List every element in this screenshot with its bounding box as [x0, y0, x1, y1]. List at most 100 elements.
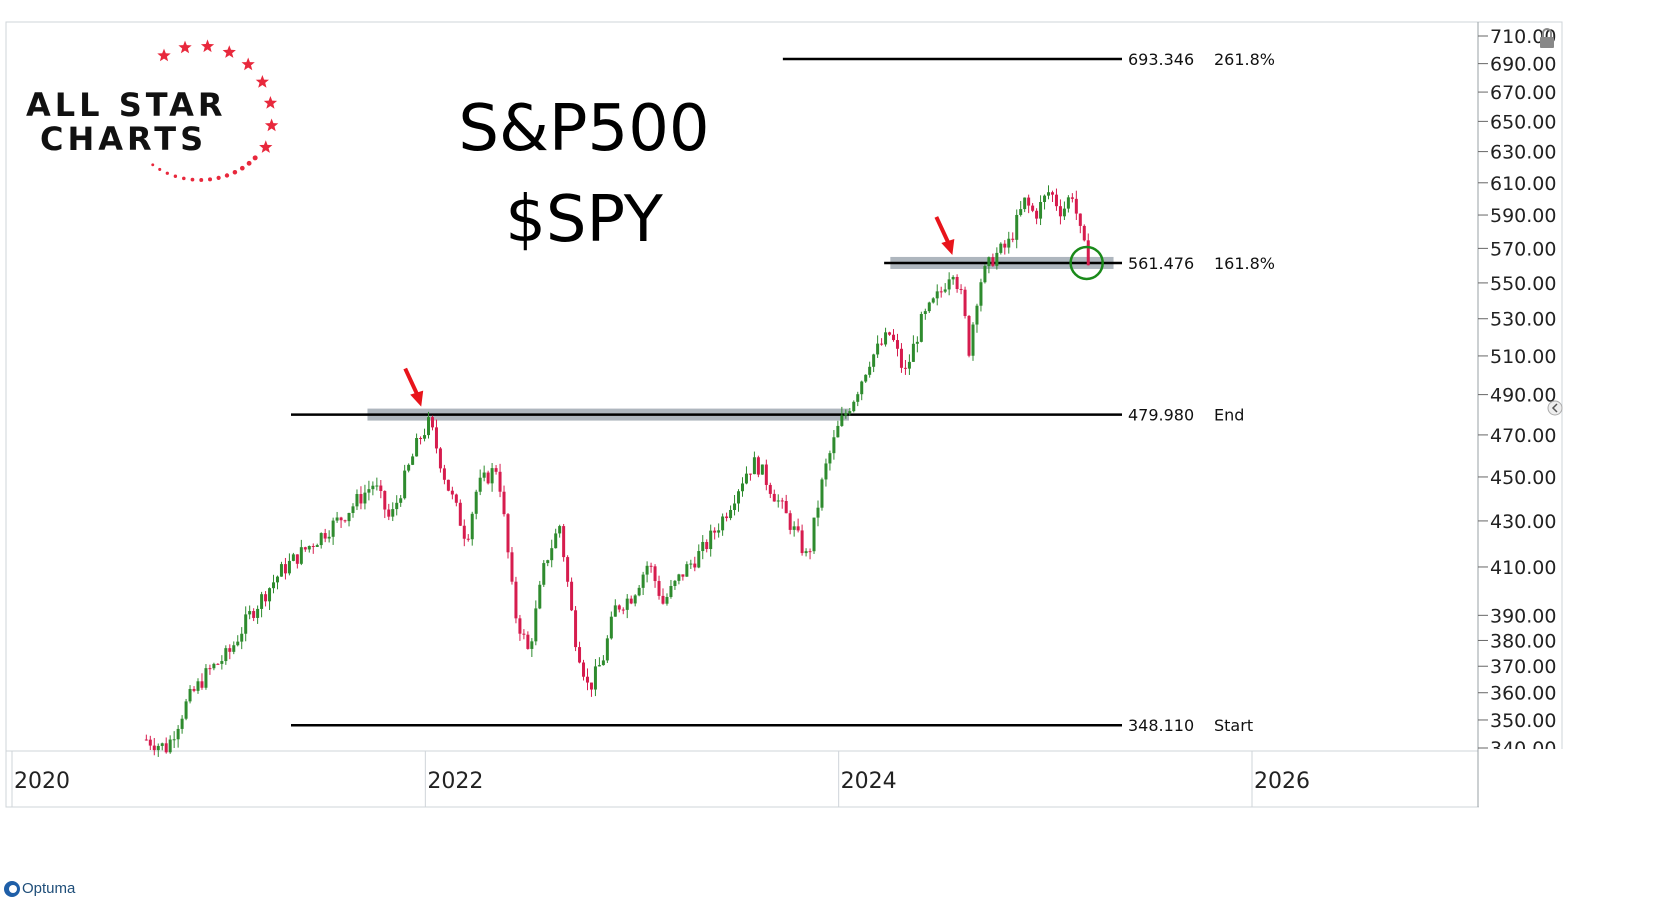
- candle-body: [617, 605, 621, 610]
- candle-body: [748, 473, 752, 475]
- logo-star-icon: [200, 39, 215, 53]
- candle-body: [856, 394, 860, 402]
- candle-body: [752, 457, 756, 475]
- red-arrow-head-icon: [410, 390, 424, 407]
- annotations: [403, 216, 1104, 407]
- candle-body: [152, 745, 156, 751]
- logo-star-icon: [259, 140, 273, 153]
- candle-body: [717, 530, 721, 533]
- candle-body: [1086, 240, 1090, 266]
- candle-body: [323, 533, 327, 539]
- candle-body: [605, 638, 609, 661]
- candle-body: [979, 282, 983, 306]
- candle-body: [291, 554, 295, 561]
- logo-dot-icon: [151, 163, 155, 167]
- candle-body: [796, 526, 800, 531]
- fib-level-value: 561.476: [1128, 254, 1194, 273]
- fib-level-tag: End: [1214, 406, 1244, 425]
- y-tick-label: 350.00: [1490, 710, 1556, 732]
- logo-stars-icon: [151, 39, 279, 182]
- candle-body: [494, 468, 498, 472]
- scroll-left-icon[interactable]: [1547, 400, 1563, 416]
- logo-dot-icon: [199, 178, 204, 182]
- candle-body: [403, 470, 407, 499]
- candle-body: [228, 648, 232, 652]
- candle-body: [840, 415, 844, 426]
- candle-body: [959, 289, 963, 291]
- candle-body: [872, 354, 876, 367]
- candle-body: [733, 503, 737, 510]
- candle-body: [701, 541, 705, 552]
- candle-body: [609, 616, 613, 639]
- candle-body: [645, 565, 649, 575]
- lock-icon[interactable]: [1540, 28, 1554, 48]
- x-axis[interactable]: 2020 2022 2024 2026: [11, 751, 1310, 807]
- candle-body: [542, 563, 546, 585]
- candle-body: [411, 456, 415, 465]
- candle-body: [562, 526, 566, 558]
- candle-body: [955, 276, 959, 290]
- candle-body: [756, 457, 760, 475]
- candle-body: [236, 641, 240, 646]
- candle-body: [514, 581, 518, 619]
- candle-body: [319, 533, 323, 546]
- candle-body: [589, 682, 593, 690]
- candle-body: [216, 663, 220, 665]
- candle-body: [725, 516, 729, 519]
- candle-body: [788, 513, 792, 530]
- y-tick-label: 470.00: [1490, 425, 1556, 447]
- y-tick-label: 570.00: [1490, 238, 1556, 260]
- candle-body: [943, 289, 947, 292]
- candle-body: [1054, 194, 1058, 207]
- candle-body: [192, 688, 196, 691]
- candle-body: [287, 560, 291, 574]
- candle-body: [697, 551, 701, 568]
- logo-dot-icon: [158, 167, 162, 171]
- candle-body: [347, 512, 351, 522]
- candle-body: [180, 718, 184, 729]
- candle-body: [224, 648, 228, 662]
- candle-body: [582, 662, 586, 677]
- fib-level-tag: Start: [1214, 716, 1253, 735]
- logo-dot-icon: [224, 173, 230, 178]
- candle-body: [677, 574, 681, 581]
- candle-body: [665, 596, 669, 604]
- y-tick-label: 670.00: [1490, 82, 1556, 104]
- chart-title: S&P500: [458, 92, 710, 166]
- candle-body: [498, 471, 502, 492]
- candle-body: [971, 324, 975, 356]
- candle-body: [903, 367, 907, 369]
- candle-body: [649, 565, 653, 567]
- candle-body: [490, 468, 494, 484]
- footer-brand: Optuma: [4, 880, 75, 897]
- candle-body: [1027, 197, 1031, 206]
- candle-body: [927, 302, 931, 312]
- candle-body: [311, 546, 315, 548]
- candle-body: [272, 582, 276, 589]
- logo-star-icon: [263, 96, 278, 109]
- candle-body: [268, 588, 272, 602]
- fib-level-value: 693.346: [1128, 50, 1194, 69]
- candle-body: [812, 517, 816, 552]
- candle-body: [1070, 197, 1074, 199]
- candle-body: [518, 618, 522, 634]
- fib-level-value: 348.110: [1128, 716, 1194, 735]
- candle-body: [264, 594, 268, 602]
- red-arrow-head-icon: [941, 238, 955, 255]
- candle-body: [1019, 209, 1023, 215]
- candle-body: [963, 289, 967, 316]
- candle-body: [482, 472, 486, 478]
- candle-body: [613, 605, 617, 617]
- candle-body: [351, 506, 355, 513]
- candle-body: [633, 595, 637, 604]
- candle-body: [593, 666, 597, 690]
- candle-body: [510, 552, 514, 582]
- logo-dot-icon: [182, 176, 186, 181]
- candle-body: [899, 348, 903, 368]
- y-tick-label: 630.00: [1490, 142, 1556, 164]
- candle-body: [784, 501, 788, 514]
- x-tick-label: 2024: [841, 769, 897, 794]
- candle-body: [828, 453, 832, 464]
- candle-body: [764, 464, 768, 485]
- y-axis[interactable]: 710.00 690.00 670.00 650.00 630.00 610.00 590.…: [1478, 26, 1565, 901]
